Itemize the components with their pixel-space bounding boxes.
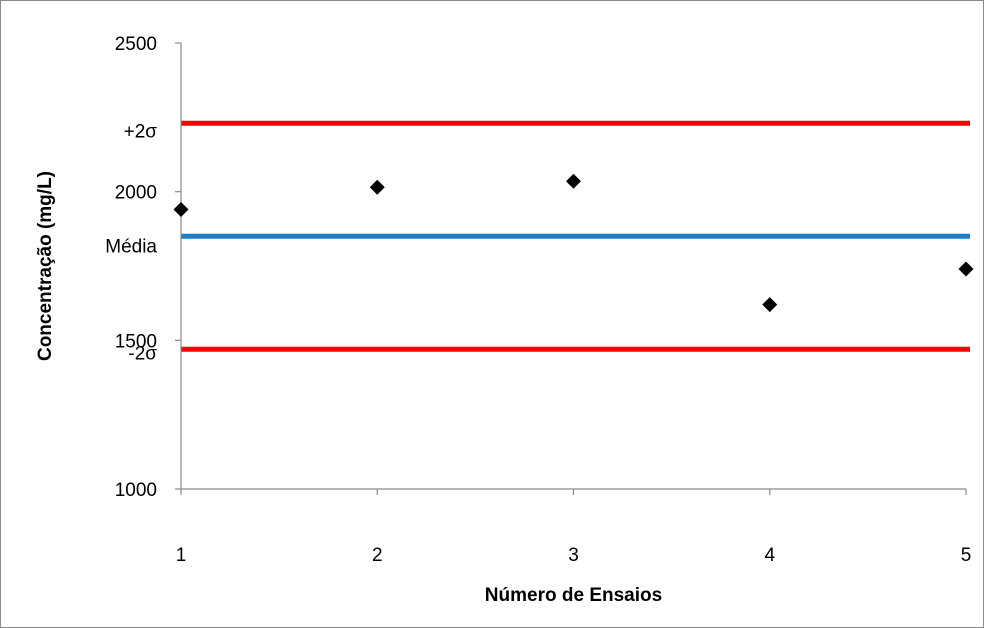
data-point: [566, 173, 581, 189]
x-axis-title: Número de Ensaios: [485, 585, 662, 606]
data-point: [762, 297, 778, 313]
x-tick-label: 5: [961, 545, 972, 566]
y-tick-label: 2000: [115, 183, 157, 204]
y-axis-title: Concentração (mg/L): [35, 171, 56, 361]
y-tick-label: 1000: [115, 480, 157, 501]
ticks: [175, 42, 967, 495]
data-points: [173, 173, 974, 313]
data-point: [369, 179, 385, 195]
reference-line-label: Média: [105, 236, 157, 257]
data-point: [958, 261, 974, 277]
tick-labels: 1000 1500 2000 2500 1 2 3 4 5 +2σ Média -2σ: [105, 34, 971, 566]
reference-lines: [181, 120, 970, 352]
reference-line-label: -2σ: [128, 343, 157, 364]
x-tick-label: 2: [372, 545, 383, 566]
x-tick-label: 1: [176, 545, 187, 566]
data-point: [173, 202, 189, 218]
y-tick-label: 2500: [115, 34, 157, 55]
x-tick-label: 3: [568, 545, 579, 566]
reference-line-label: +2σ: [124, 121, 158, 142]
y-tick-label: 1500: [115, 331, 157, 352]
x-tick-label: 4: [764, 545, 775, 566]
